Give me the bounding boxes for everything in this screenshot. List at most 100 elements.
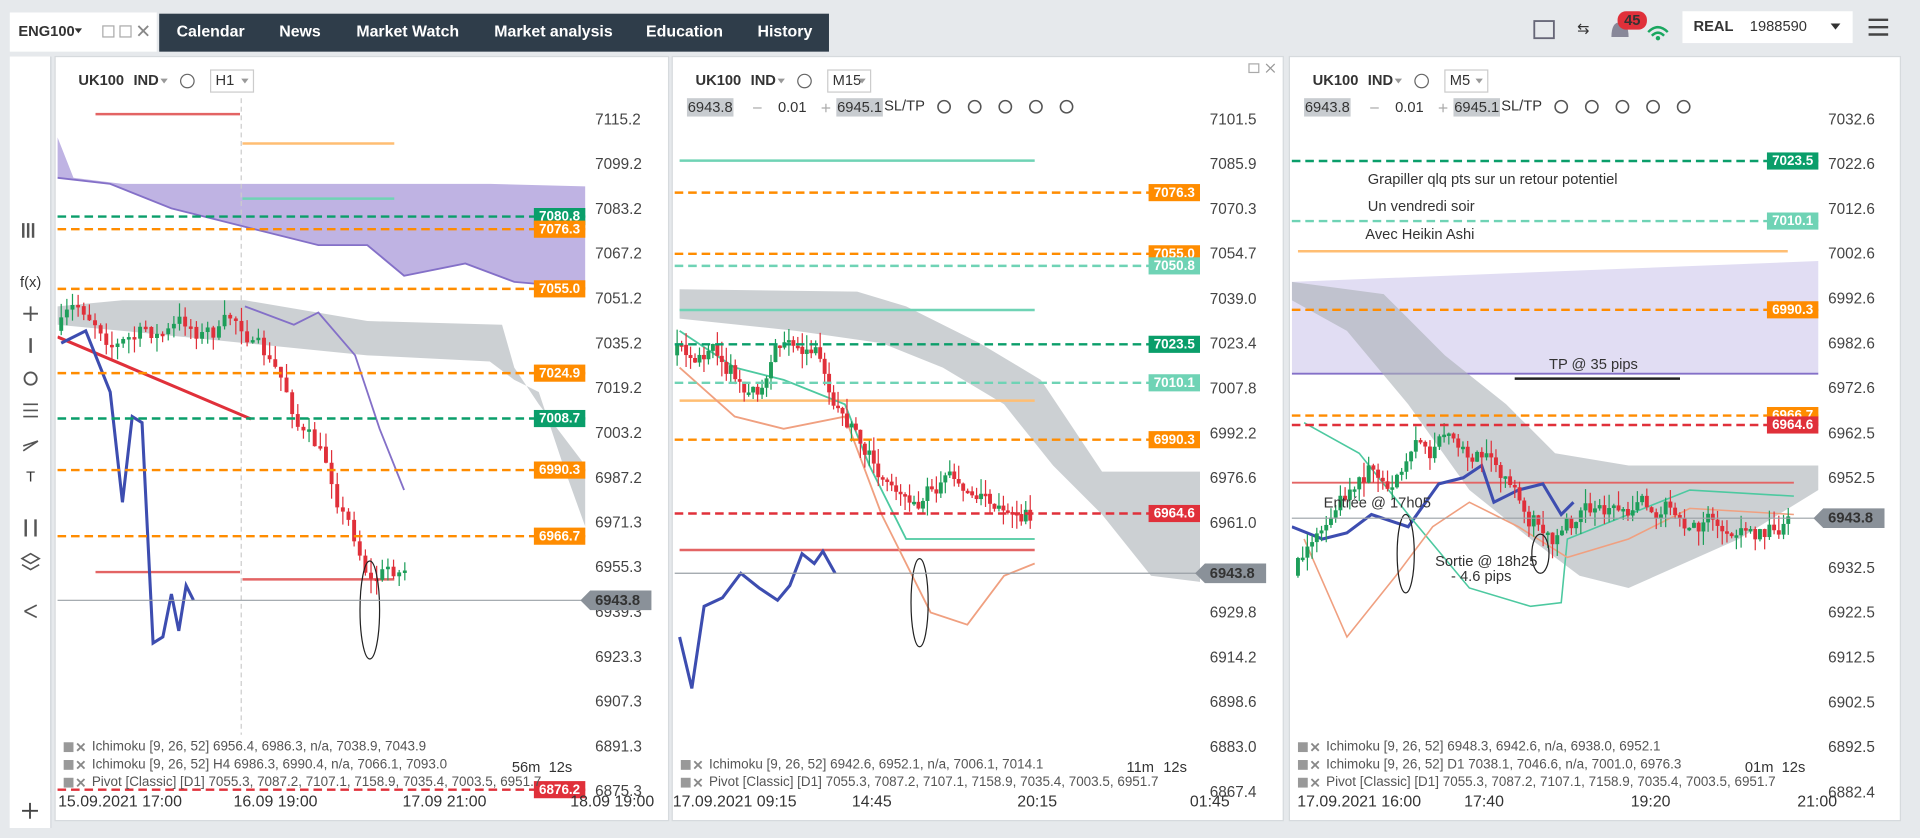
plus[interactable] xyxy=(1438,103,1448,113)
indicator-remove[interactable] xyxy=(76,760,86,770)
indicator-icon[interactable] xyxy=(63,777,74,788)
lot[interactable]: 0.01 xyxy=(778,100,807,116)
dropdown[interactable] xyxy=(1830,23,1841,30)
nav-item[interactable]: Market Watch xyxy=(356,23,459,40)
indicator-icon[interactable] xyxy=(1297,760,1308,770)
level-tag xyxy=(533,781,586,799)
dropdown[interactable] xyxy=(74,28,83,34)
account-name[interactable]: ENG100 xyxy=(18,24,74,40)
account-tab[interactable] xyxy=(9,12,157,52)
bid-box[interactable] xyxy=(686,98,734,117)
indicator-icon[interactable] xyxy=(680,760,691,770)
indicator-icon[interactable] xyxy=(1297,742,1308,753)
nav-item[interactable]: Market analysis xyxy=(494,23,613,40)
channel-icon[interactable] xyxy=(22,440,39,452)
dropdown[interactable] xyxy=(858,78,866,84)
candle-tool[interactable] xyxy=(1584,99,1599,114)
line-tool[interactable] xyxy=(1554,99,1569,114)
info-icon[interactable] xyxy=(1414,73,1429,89)
dropdown[interactable] xyxy=(1394,78,1403,84)
nav-item[interactable]: News xyxy=(279,23,321,40)
indicator-icon[interactable] xyxy=(63,760,74,770)
price-axis-label: 6992.6 xyxy=(1828,291,1875,308)
info-icon[interactable] xyxy=(180,73,195,89)
share-icon[interactable] xyxy=(24,604,38,619)
lot[interactable]: 0.01 xyxy=(1395,100,1424,116)
layers-icon[interactable] xyxy=(20,552,41,571)
candle-body xyxy=(1743,528,1748,531)
candle-body xyxy=(312,429,317,447)
info-icon[interactable] xyxy=(797,73,812,89)
indicator-remove[interactable] xyxy=(76,778,86,787)
indicator-remove[interactable] xyxy=(693,778,703,787)
kijun-line xyxy=(244,305,405,491)
zoom-out[interactable] xyxy=(998,99,1013,114)
dropdown[interactable] xyxy=(241,78,249,84)
indicator-legend: Pivot [Classic] [D1] 7055.3, 7087.2, 710… xyxy=(92,774,542,789)
timeframe-box[interactable] xyxy=(827,69,872,93)
indicator-icon[interactable] xyxy=(63,742,74,753)
account-box[interactable] xyxy=(1682,11,1853,44)
bid-box[interactable] xyxy=(1304,98,1351,117)
ask-box[interactable] xyxy=(836,98,883,117)
pan[interactable] xyxy=(1059,99,1074,114)
close-icon[interactable] xyxy=(1265,63,1276,73)
timeframe-box[interactable] xyxy=(210,69,255,93)
zoom-out[interactable] xyxy=(1615,99,1630,114)
level-tag xyxy=(1148,431,1200,449)
candle-body xyxy=(925,486,930,501)
nav-item[interactable]: Calendar xyxy=(177,23,245,40)
timeframe[interactable]: H1 xyxy=(216,73,235,89)
symbol[interactable]: UK100 xyxy=(1313,73,1359,89)
indicator-remove[interactable] xyxy=(76,742,86,752)
candle-body xyxy=(1333,510,1338,518)
annotation: Sortie @ 18h25 xyxy=(1435,554,1537,570)
add-chart[interactable] xyxy=(22,802,38,819)
indicator-remove[interactable] xyxy=(693,760,703,770)
zoom-in[interactable] xyxy=(1646,99,1660,114)
nav-item[interactable]: Education xyxy=(646,23,723,40)
candle-tool[interactable] xyxy=(967,99,982,114)
text-icon[interactable]: T xyxy=(26,470,35,486)
crosshair-icon[interactable] xyxy=(23,306,38,322)
dropdown[interactable] xyxy=(160,78,168,84)
timeframe-box[interactable] xyxy=(1444,69,1489,93)
indicator-remove[interactable] xyxy=(1310,778,1320,787)
indicator-icon[interactable] xyxy=(1297,777,1308,788)
plus[interactable] xyxy=(821,103,831,113)
function-icon[interactable]: f(x) xyxy=(20,275,41,291)
sltp[interactable]: SL/TP xyxy=(1501,99,1542,115)
ask-box[interactable] xyxy=(1453,98,1500,117)
zoom-in[interactable] xyxy=(1029,99,1043,114)
maximize-icon[interactable] xyxy=(1248,63,1260,74)
candle-body xyxy=(1630,510,1635,516)
window-icon[interactable] xyxy=(119,25,132,38)
symbol[interactable]: UK100 xyxy=(78,73,124,89)
candle-body xyxy=(907,495,912,503)
dropdown[interactable] xyxy=(777,78,785,84)
indicator-icon[interactable] xyxy=(24,519,37,537)
indicator-remove[interactable] xyxy=(1310,742,1320,752)
fib-icon[interactable] xyxy=(23,403,38,418)
candle-body xyxy=(1588,503,1593,513)
dropdown[interactable] xyxy=(1475,78,1483,84)
close-icon[interactable] xyxy=(137,25,149,37)
layout-icon[interactable] xyxy=(1533,20,1555,40)
bars-icon[interactable] xyxy=(22,223,35,238)
shape-icon[interactable] xyxy=(23,371,38,386)
transfer-icon[interactable]: ⇆ xyxy=(1577,21,1589,37)
line-tool[interactable] xyxy=(937,99,951,114)
candle-body xyxy=(1772,524,1777,531)
popout-icon[interactable] xyxy=(102,25,115,38)
timeframe[interactable]: M5 xyxy=(1450,73,1470,89)
sltp[interactable]: SL/TP xyxy=(884,99,925,115)
indicator-remove[interactable] xyxy=(1310,760,1320,770)
symbol[interactable]: UK100 xyxy=(696,73,742,89)
timeframe[interactable]: M15 xyxy=(833,73,862,89)
pan[interactable] xyxy=(1676,99,1691,114)
time-axis-label: 21:00 xyxy=(1797,793,1837,810)
candle-body xyxy=(764,378,769,388)
indicator-icon[interactable] xyxy=(680,777,691,788)
nav-item[interactable]: History xyxy=(757,23,812,40)
menu-icon[interactable] xyxy=(1868,18,1889,36)
